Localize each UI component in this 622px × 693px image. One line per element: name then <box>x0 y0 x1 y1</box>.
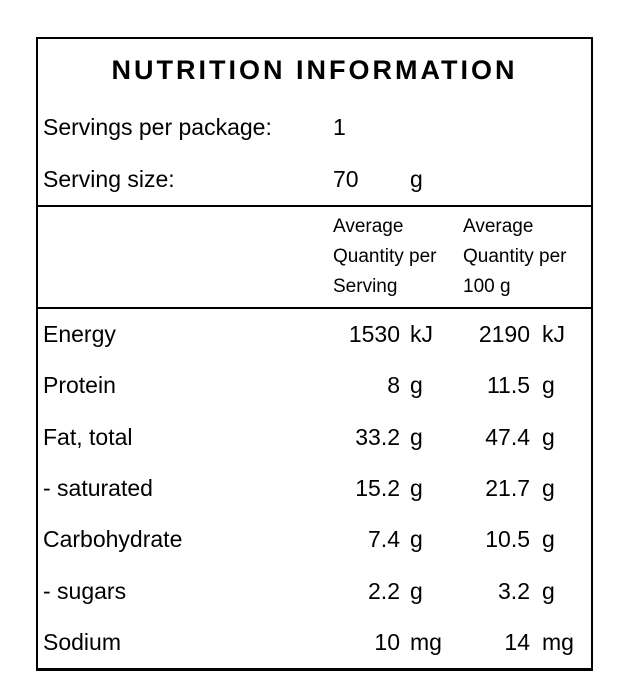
table-row-carbohydrate: Carbohydrate 7.4 g 10.5 g <box>38 514 591 565</box>
per-serving-value: 8 <box>387 372 400 399</box>
per-100g-unit: g <box>542 372 555 399</box>
table-row-sodium: Sodium 10 mg 14 mg <box>38 617 591 668</box>
serving-size-label: Serving size: <box>43 165 175 192</box>
table-row-sugars: - sugars 2.2 g 3.2 g <box>38 565 591 616</box>
column-header-spacer <box>38 212 333 302</box>
column-header-per-100g: Average Quantity per 100 g <box>463 212 591 302</box>
nutrient-table-body: Energy 1530 kJ 2190 kJ Protein 8 g 11.5 … <box>38 309 591 668</box>
panel-header: NUTRITION INFORMATION <box>38 39 591 101</box>
servings-per-package-value: 1 <box>333 113 346 140</box>
per-serving-value: 10 <box>374 628 400 655</box>
panel-title: NUTRITION INFORMATION <box>111 54 518 85</box>
nutrient-label: Carbohydrate <box>43 526 183 553</box>
column-header-line: Quantity per <box>463 246 567 267</box>
per-100g-unit: g <box>542 423 555 450</box>
column-header-line: Serving <box>333 276 398 297</box>
per-100g-unit: g <box>542 474 555 501</box>
servings-per-package-label: Servings per package: <box>43 113 272 140</box>
per-100g-value: 21.7 <box>485 474 530 501</box>
nutrient-label: Fat, total <box>43 423 133 450</box>
per-serving-unit: g <box>410 577 423 604</box>
per-100g-value: 11.5 <box>486 372 530 399</box>
nutrient-label: Protein <box>43 372 116 399</box>
per-serving-value: 7.4 <box>368 526 400 553</box>
per-serving-unit: mg <box>410 628 442 655</box>
table-row-fat-total: Fat, total 33.2 g 47.4 g <box>38 412 591 463</box>
per-100g-unit: g <box>542 526 555 553</box>
per-serving-unit: g <box>410 474 423 501</box>
per-serving-value: 33.2 <box>355 423 400 450</box>
per-100g-unit: kJ <box>542 321 565 348</box>
column-header-per-serving: Average Quantity per Serving <box>333 212 463 302</box>
per-100g-value: 10.5 <box>485 526 530 553</box>
per-serving-value: 15.2 <box>355 474 400 501</box>
table-row-saturated: - saturated 15.2 g 21.7 g <box>38 463 591 514</box>
per-100g-value: 2190 <box>478 321 530 348</box>
column-header-line: Average <box>333 216 404 237</box>
per-serving-unit: g <box>410 526 423 553</box>
table-row-energy: Energy 1530 kJ 2190 kJ <box>38 309 591 360</box>
per-serving-value: 1530 <box>348 321 400 348</box>
column-header-line: Quantity per <box>333 246 437 267</box>
per-100g-unit: g <box>542 577 555 604</box>
column-header-row: Average Quantity per Serving Average Qua… <box>38 205 591 309</box>
per-serving-unit: g <box>410 372 423 399</box>
per-100g-value: 3.2 <box>498 577 530 604</box>
nutrition-panel: NUTRITION INFORMATION Servings per packa… <box>36 37 593 671</box>
per-100g-unit: mg <box>542 628 574 655</box>
serving-size-row: Serving size: 70 g <box>38 153 591 205</box>
per-serving-value: 2.2 <box>368 577 400 604</box>
nutrient-label: - sugars <box>43 577 127 604</box>
per-serving-unit: kJ <box>410 321 433 348</box>
table-row-protein: Protein 8 g 11.5 g <box>38 360 591 411</box>
serving-size-value: 70 <box>333 165 359 192</box>
serving-size-unit: g <box>410 165 423 192</box>
per-100g-value: 14 <box>504 628 530 655</box>
per-serving-unit: g <box>410 423 423 450</box>
column-header-line: 100 g <box>463 276 511 297</box>
nutrient-label: Sodium <box>43 628 121 655</box>
nutrient-label: Energy <box>43 321 116 348</box>
column-header-line: Average <box>463 216 534 237</box>
per-100g-value: 47.4 <box>485 423 530 450</box>
servings-per-package-row: Servings per package: 1 <box>38 101 591 153</box>
nutrient-label: - saturated <box>43 474 153 501</box>
